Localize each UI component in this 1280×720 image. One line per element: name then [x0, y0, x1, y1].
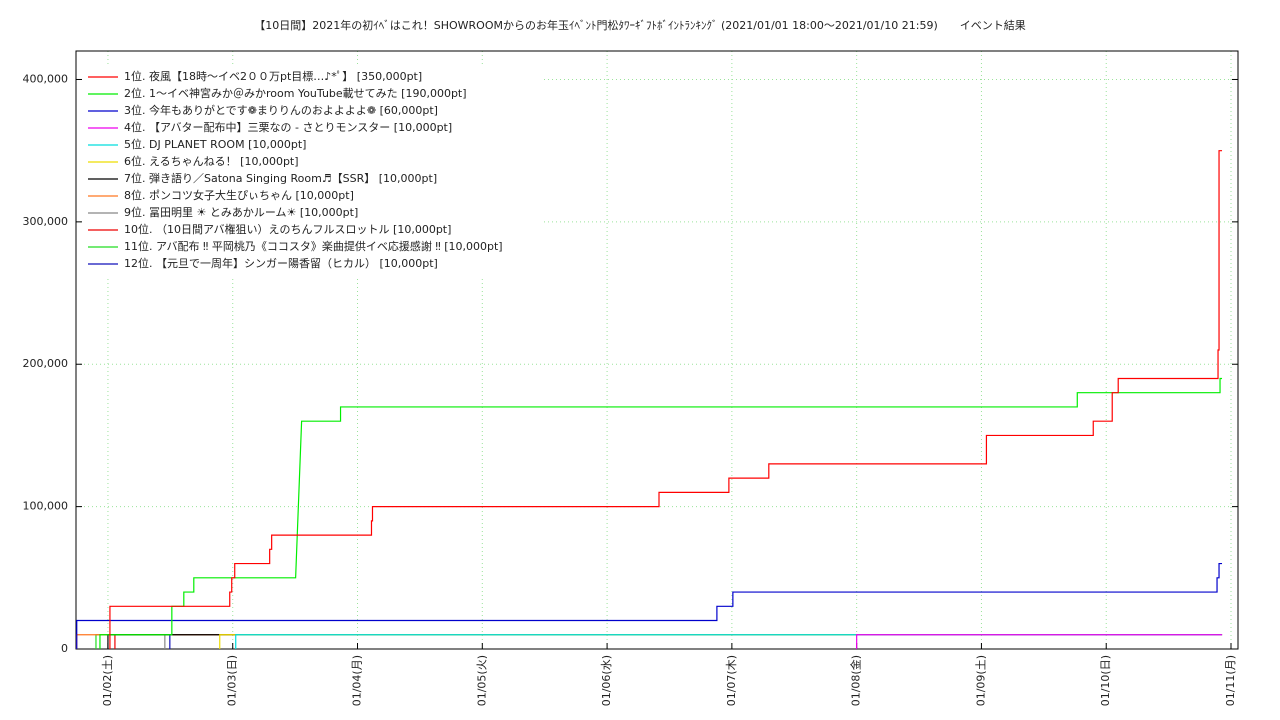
legend: 1位. 夜風【18時〜イベ2００万pt目標…♪*ﾟ】 [350,000pt] 2…: [84, 66, 544, 276]
x-tick-label: 01/06(水): [600, 655, 613, 706]
legend-label: 4位. 【アバター配布中】三栗なの - さとりモンスター [10,000pt]: [124, 120, 452, 134]
y-tick-label: 300,000: [23, 215, 69, 228]
legend-label: 6位. えるちゃんねる！ [10,000pt]: [124, 154, 299, 168]
y-tick-label: 400,000: [23, 72, 69, 85]
plot-frame: [75, 50, 1239, 650]
y-tick-label: 200,000: [23, 357, 69, 370]
y-tick-label: 100,000: [23, 500, 69, 513]
series-line: [109, 150, 1223, 649]
legend-label: 12位. 【元旦で一周年】シンガー陽香留（ヒカル） [10,000pt]: [124, 256, 438, 270]
legend-label: 1位. 夜風【18時〜イベ2００万pt目標…♪*ﾟ】 [350,000pt]: [124, 69, 422, 83]
legend-label: 9位. 冨田明里 ☀ とみあかルーム☀ [10,000pt]: [124, 205, 358, 219]
legend-label: 10位. （10日間アバ権狙い）えのちんフルスロットル [10,000pt]: [124, 222, 451, 236]
chart-title: 【10日間】2021年の初ｲﾍﾞはこれ！SHOWROOMからのお年玉ｲﾍﾞﾝﾄ門…: [254, 18, 1026, 32]
x-tick-label: 01/11(月): [1224, 655, 1237, 706]
x-tick-label: 01/07(木): [725, 655, 738, 706]
legend-label: 11位. アバ配布 ‼ 平岡桃乃《ココスタ》楽曲提供イベ応援感謝 ‼ [10,0…: [124, 239, 503, 253]
x-tick-label: 01/09(土): [974, 655, 987, 706]
series-line: [76, 562, 1223, 649]
x-tick-label: 01/04(月): [351, 655, 364, 706]
legend-label: 7位. 弾き語り／Satona Singing Room♬【SSR】 [10,0…: [124, 171, 437, 185]
x-tick-label: 01/08(金): [849, 655, 863, 706]
legend-label: 3位. 今年もありがとです❁まりりんのおよよよよ❁ [60,000pt]: [124, 103, 438, 117]
y-tick-label: 0: [61, 642, 68, 655]
x-tick-label: 01/02(土): [101, 655, 114, 706]
series-line: [856, 634, 1223, 649]
legend-label: 5位. DJ PLANET ROOM [10,000pt]: [124, 137, 306, 151]
x-tick-label: 01/10(日): [1099, 655, 1112, 706]
legend-box: [84, 66, 544, 276]
legend-label: 8位. ポンコツ女子大生ぴぃちゃん [10,000pt]: [124, 188, 354, 202]
series-line: [99, 377, 1223, 649]
x-tick-label: 01/03(日): [226, 655, 239, 706]
x-tick-label: 01/05(火): [475, 655, 488, 706]
legend-label: 2位. 1〜イベ神宮みか＠みかroom YouTube載せてみた [190,00…: [124, 86, 467, 100]
